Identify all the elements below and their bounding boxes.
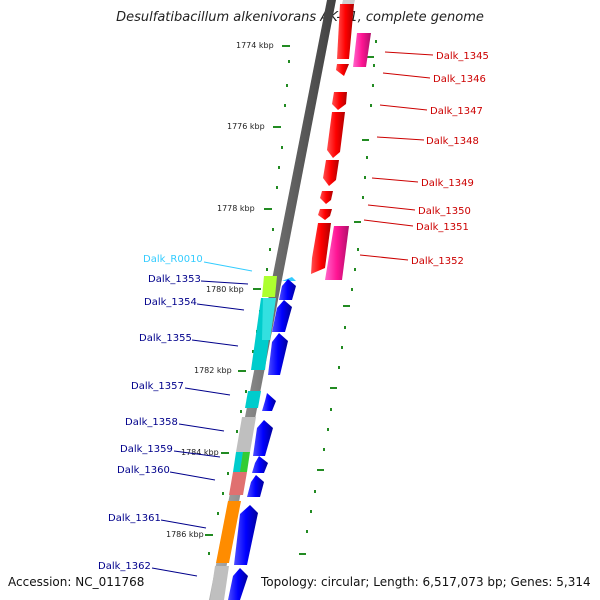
gene-label[interactable]: Dalk_1361 bbox=[108, 513, 161, 524]
cog-block[interactable] bbox=[216, 501, 241, 563]
cog-block[interactable] bbox=[233, 452, 243, 472]
gene-arrow[interactable] bbox=[320, 191, 333, 204]
gene-label[interactable]: Dalk_1346 bbox=[433, 74, 486, 85]
gene-arrow[interactable] bbox=[253, 420, 273, 456]
gene-label[interactable]: Dalk_1349 bbox=[421, 178, 474, 189]
gene-label[interactable]: Dalk_1351 bbox=[416, 222, 469, 233]
accession-text: Accession: NC_011768 bbox=[8, 575, 145, 589]
gene-label[interactable]: Dalk_1347 bbox=[430, 106, 483, 117]
cog-block[interactable] bbox=[236, 417, 256, 452]
cog-block[interactable] bbox=[229, 472, 247, 495]
gene-arrow[interactable] bbox=[323, 160, 339, 186]
gene-block[interactable] bbox=[337, 4, 354, 59]
gene-label[interactable]: Dalk_1348 bbox=[426, 136, 479, 147]
gene-label[interactable]: Dalk_1354 bbox=[144, 297, 197, 308]
reverse-genes bbox=[210, 276, 296, 600]
gene-arrow[interactable] bbox=[247, 475, 264, 497]
cog-block[interactable] bbox=[262, 276, 277, 297]
rna-feature[interactable] bbox=[282, 277, 296, 281]
tick-label: 1776 kbp bbox=[227, 122, 265, 131]
gene-block[interactable] bbox=[353, 33, 371, 67]
gene-arrow[interactable] bbox=[318, 209, 332, 220]
gene-arrow[interactable] bbox=[234, 505, 258, 565]
tick-label: 1782 kbp bbox=[194, 366, 232, 375]
gene-label[interactable]: Dalk_1350 bbox=[418, 206, 471, 217]
map-title: Desulfatibacillum alkenivorans AK-01, co… bbox=[116, 10, 484, 25]
gene-arrow[interactable] bbox=[272, 300, 292, 332]
left-leaders bbox=[151, 261, 253, 577]
gene-arrow[interactable] bbox=[327, 112, 345, 158]
gene-label[interactable]: Dalk_1352 bbox=[411, 256, 464, 267]
gene-arrow[interactable] bbox=[228, 568, 248, 600]
gene-block[interactable] bbox=[325, 226, 349, 280]
gene-label[interactable]: Dalk_1345 bbox=[436, 51, 489, 62]
gene-arrow[interactable] bbox=[332, 92, 347, 110]
tick-label: 1778 kbp bbox=[217, 204, 255, 213]
tick-label: 1780 kbp bbox=[206, 285, 244, 294]
gene-arrow[interactable] bbox=[252, 456, 268, 473]
gene-arrow[interactable] bbox=[336, 64, 349, 76]
gene-label[interactable]: Dalk_1360 bbox=[117, 465, 170, 476]
gene-label[interactable]: Dalk_1358 bbox=[125, 417, 178, 428]
tick-dots-inner bbox=[306, 40, 377, 533]
right-leaders bbox=[359, 51, 434, 261]
gene-arrow[interactable] bbox=[268, 333, 288, 375]
forward-genes bbox=[311, 0, 371, 280]
gene-block[interactable] bbox=[311, 223, 331, 274]
gene-label[interactable]: Dalk_R0010 bbox=[143, 254, 203, 265]
gene-label[interactable]: Dalk_1357 bbox=[131, 381, 184, 392]
tick-dashes-inner bbox=[299, 56, 374, 555]
gene-label[interactable]: Dalk_1359 bbox=[120, 444, 173, 455]
tick-label: 1774 kbp bbox=[236, 41, 274, 50]
cog-block[interactable] bbox=[240, 452, 250, 472]
gene-block[interactable] bbox=[342, 0, 355, 4]
cog-block[interactable] bbox=[245, 391, 261, 408]
gene-label[interactable]: Dalk_1362 bbox=[98, 561, 151, 572]
gene-arrow[interactable] bbox=[279, 279, 296, 300]
cog-block[interactable] bbox=[210, 566, 229, 600]
cog-block[interactable] bbox=[262, 298, 276, 340]
tick-label: 1786 kbp bbox=[166, 530, 204, 539]
tick-label: 1784 kbp bbox=[181, 448, 219, 457]
gene-arrow[interactable] bbox=[262, 393, 276, 411]
gene-label[interactable]: Dalk_1355 bbox=[139, 333, 192, 344]
tick-dashes-outer bbox=[205, 45, 290, 536]
topology-text: Topology: circular; Length: 6,517,073 bp… bbox=[261, 575, 591, 589]
gene-label[interactable]: Dalk_1353 bbox=[148, 274, 201, 285]
